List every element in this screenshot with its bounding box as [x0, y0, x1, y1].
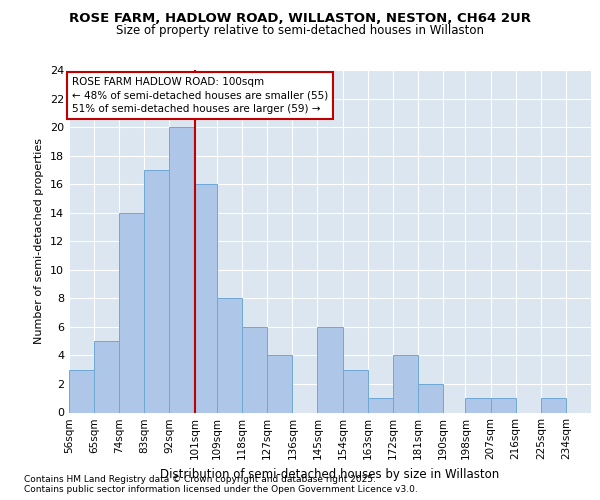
Text: ROSE FARM, HADLOW ROAD, WILLASTON, NESTON, CH64 2UR: ROSE FARM, HADLOW ROAD, WILLASTON, NESTO… [69, 12, 531, 26]
Text: Size of property relative to semi-detached houses in Willaston: Size of property relative to semi-detach… [116, 24, 484, 37]
Bar [242, 327, 267, 412]
Bar [267, 356, 292, 412]
Bar [69, 370, 94, 412]
Bar [217, 298, 242, 412]
Text: Contains HM Land Registry data © Crown copyright and database right 2025.: Contains HM Land Registry data © Crown c… [24, 475, 376, 484]
Text: Contains public sector information licensed under the Open Government Licence v3: Contains public sector information licen… [24, 485, 418, 494]
Bar [343, 370, 368, 412]
Y-axis label: Number of semi-detached properties: Number of semi-detached properties [34, 138, 44, 344]
Bar [491, 398, 515, 412]
Bar [145, 170, 169, 412]
Bar [393, 356, 418, 412]
Bar [317, 327, 343, 412]
Bar [194, 184, 217, 412]
Bar [169, 127, 194, 412]
Bar [119, 212, 145, 412]
Bar [94, 341, 119, 412]
Bar [541, 398, 566, 412]
Bar [368, 398, 393, 412]
Bar [466, 398, 491, 412]
X-axis label: Distribution of semi-detached houses by size in Willaston: Distribution of semi-detached houses by … [160, 468, 500, 481]
Text: ROSE FARM HADLOW ROAD: 100sqm
← 48% of semi-detached houses are smaller (55)
51%: ROSE FARM HADLOW ROAD: 100sqm ← 48% of s… [72, 77, 328, 114]
Bar [418, 384, 443, 412]
